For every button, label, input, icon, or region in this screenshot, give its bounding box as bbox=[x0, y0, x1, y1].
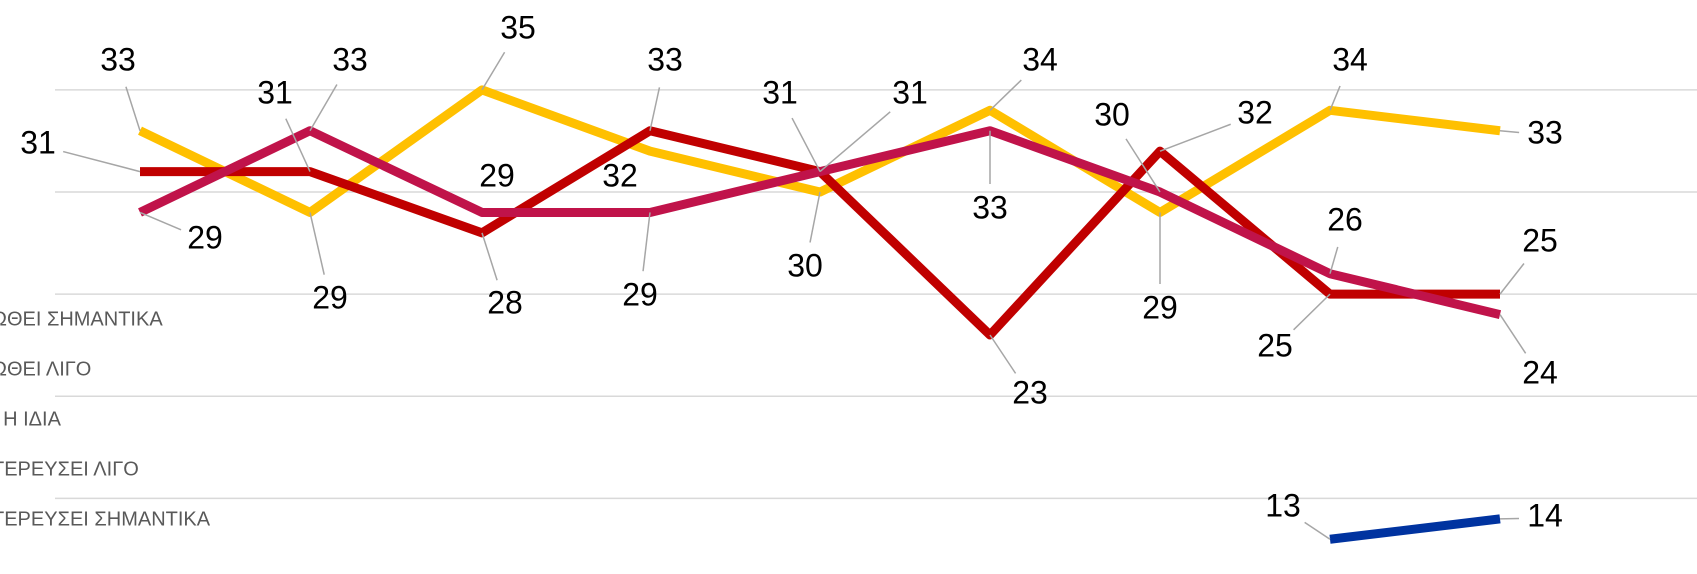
data-label: 29 bbox=[479, 157, 515, 193]
leader-line bbox=[62, 150, 141, 173]
data-label: 13 bbox=[1265, 487, 1301, 523]
series-line bbox=[138, 85, 1501, 217]
legend-label: ΤΕΡΕΥΣΕΙ ΣΗΜΑΝΤΙΚΑ bbox=[0, 508, 211, 530]
leader-line bbox=[1293, 293, 1331, 331]
data-label: 31 bbox=[762, 74, 798, 110]
leader-line bbox=[309, 84, 338, 132]
data-label: 30 bbox=[1094, 96, 1130, 132]
series-line bbox=[1329, 514, 1501, 544]
leader-line bbox=[139, 211, 182, 231]
data-label: 25 bbox=[1257, 327, 1293, 363]
legend-label: ΩΘΕΙ ΣΗΜΑΝΤΙΚΑ bbox=[0, 308, 163, 330]
data-label: 32 bbox=[1237, 94, 1273, 130]
leader-line bbox=[481, 232, 498, 281]
leader-line bbox=[819, 111, 891, 173]
leader-line bbox=[642, 212, 651, 272]
data-label: 23 bbox=[1012, 374, 1048, 410]
data-label: 31 bbox=[257, 74, 293, 110]
leader-line bbox=[1499, 314, 1527, 354]
leader-line bbox=[1159, 123, 1231, 152]
leader-line bbox=[1329, 85, 1341, 111]
data-label: 33 bbox=[972, 189, 1008, 225]
data-label: 33 bbox=[1527, 114, 1563, 150]
leader-line bbox=[1329, 246, 1339, 274]
data-label: 26 bbox=[1327, 201, 1363, 237]
data-label: 24 bbox=[1522, 354, 1558, 390]
data-label: 35 bbox=[500, 9, 536, 45]
data-label: 29 bbox=[312, 279, 348, 315]
data-label: 31 bbox=[892, 74, 928, 110]
data-label: 33 bbox=[647, 41, 683, 77]
leader-line bbox=[989, 79, 1022, 111]
data-label: 25 bbox=[1522, 222, 1558, 258]
legend-label: ΩΘΕΙ ΛΙΓΟ bbox=[0, 358, 91, 380]
data-label: 14 bbox=[1527, 497, 1563, 533]
legend-label: ΤΕΡΕΥΣΕΙ ΛΙΓΟ bbox=[0, 458, 139, 480]
leader-line bbox=[791, 117, 821, 172]
leader-line bbox=[309, 212, 325, 275]
leader-line bbox=[1125, 138, 1161, 193]
data-label: 29 bbox=[187, 219, 223, 255]
leader-line bbox=[989, 334, 1017, 374]
leader-line bbox=[481, 51, 506, 91]
data-label: 29 bbox=[1142, 289, 1178, 325]
leader-line bbox=[285, 118, 311, 172]
leader-line bbox=[1499, 129, 1520, 134]
leader-line bbox=[649, 87, 661, 131]
data-label: 34 bbox=[1022, 41, 1058, 77]
data-label: 32 bbox=[602, 157, 638, 193]
data-label: 29 bbox=[622, 276, 658, 312]
data-label: 33 bbox=[332, 41, 368, 77]
data-label: 30 bbox=[787, 247, 823, 283]
data-label: 34 bbox=[1332, 41, 1368, 77]
leader-line bbox=[1499, 263, 1525, 295]
leader-line bbox=[809, 191, 821, 243]
leader-line bbox=[1304, 521, 1331, 540]
legend-label: Ι Η ΙΔΙΑ bbox=[0, 408, 62, 430]
data-label: 33 bbox=[100, 41, 136, 77]
leader-line bbox=[125, 86, 141, 131]
data-label: 31 bbox=[20, 124, 56, 160]
data-label: 28 bbox=[487, 284, 523, 320]
